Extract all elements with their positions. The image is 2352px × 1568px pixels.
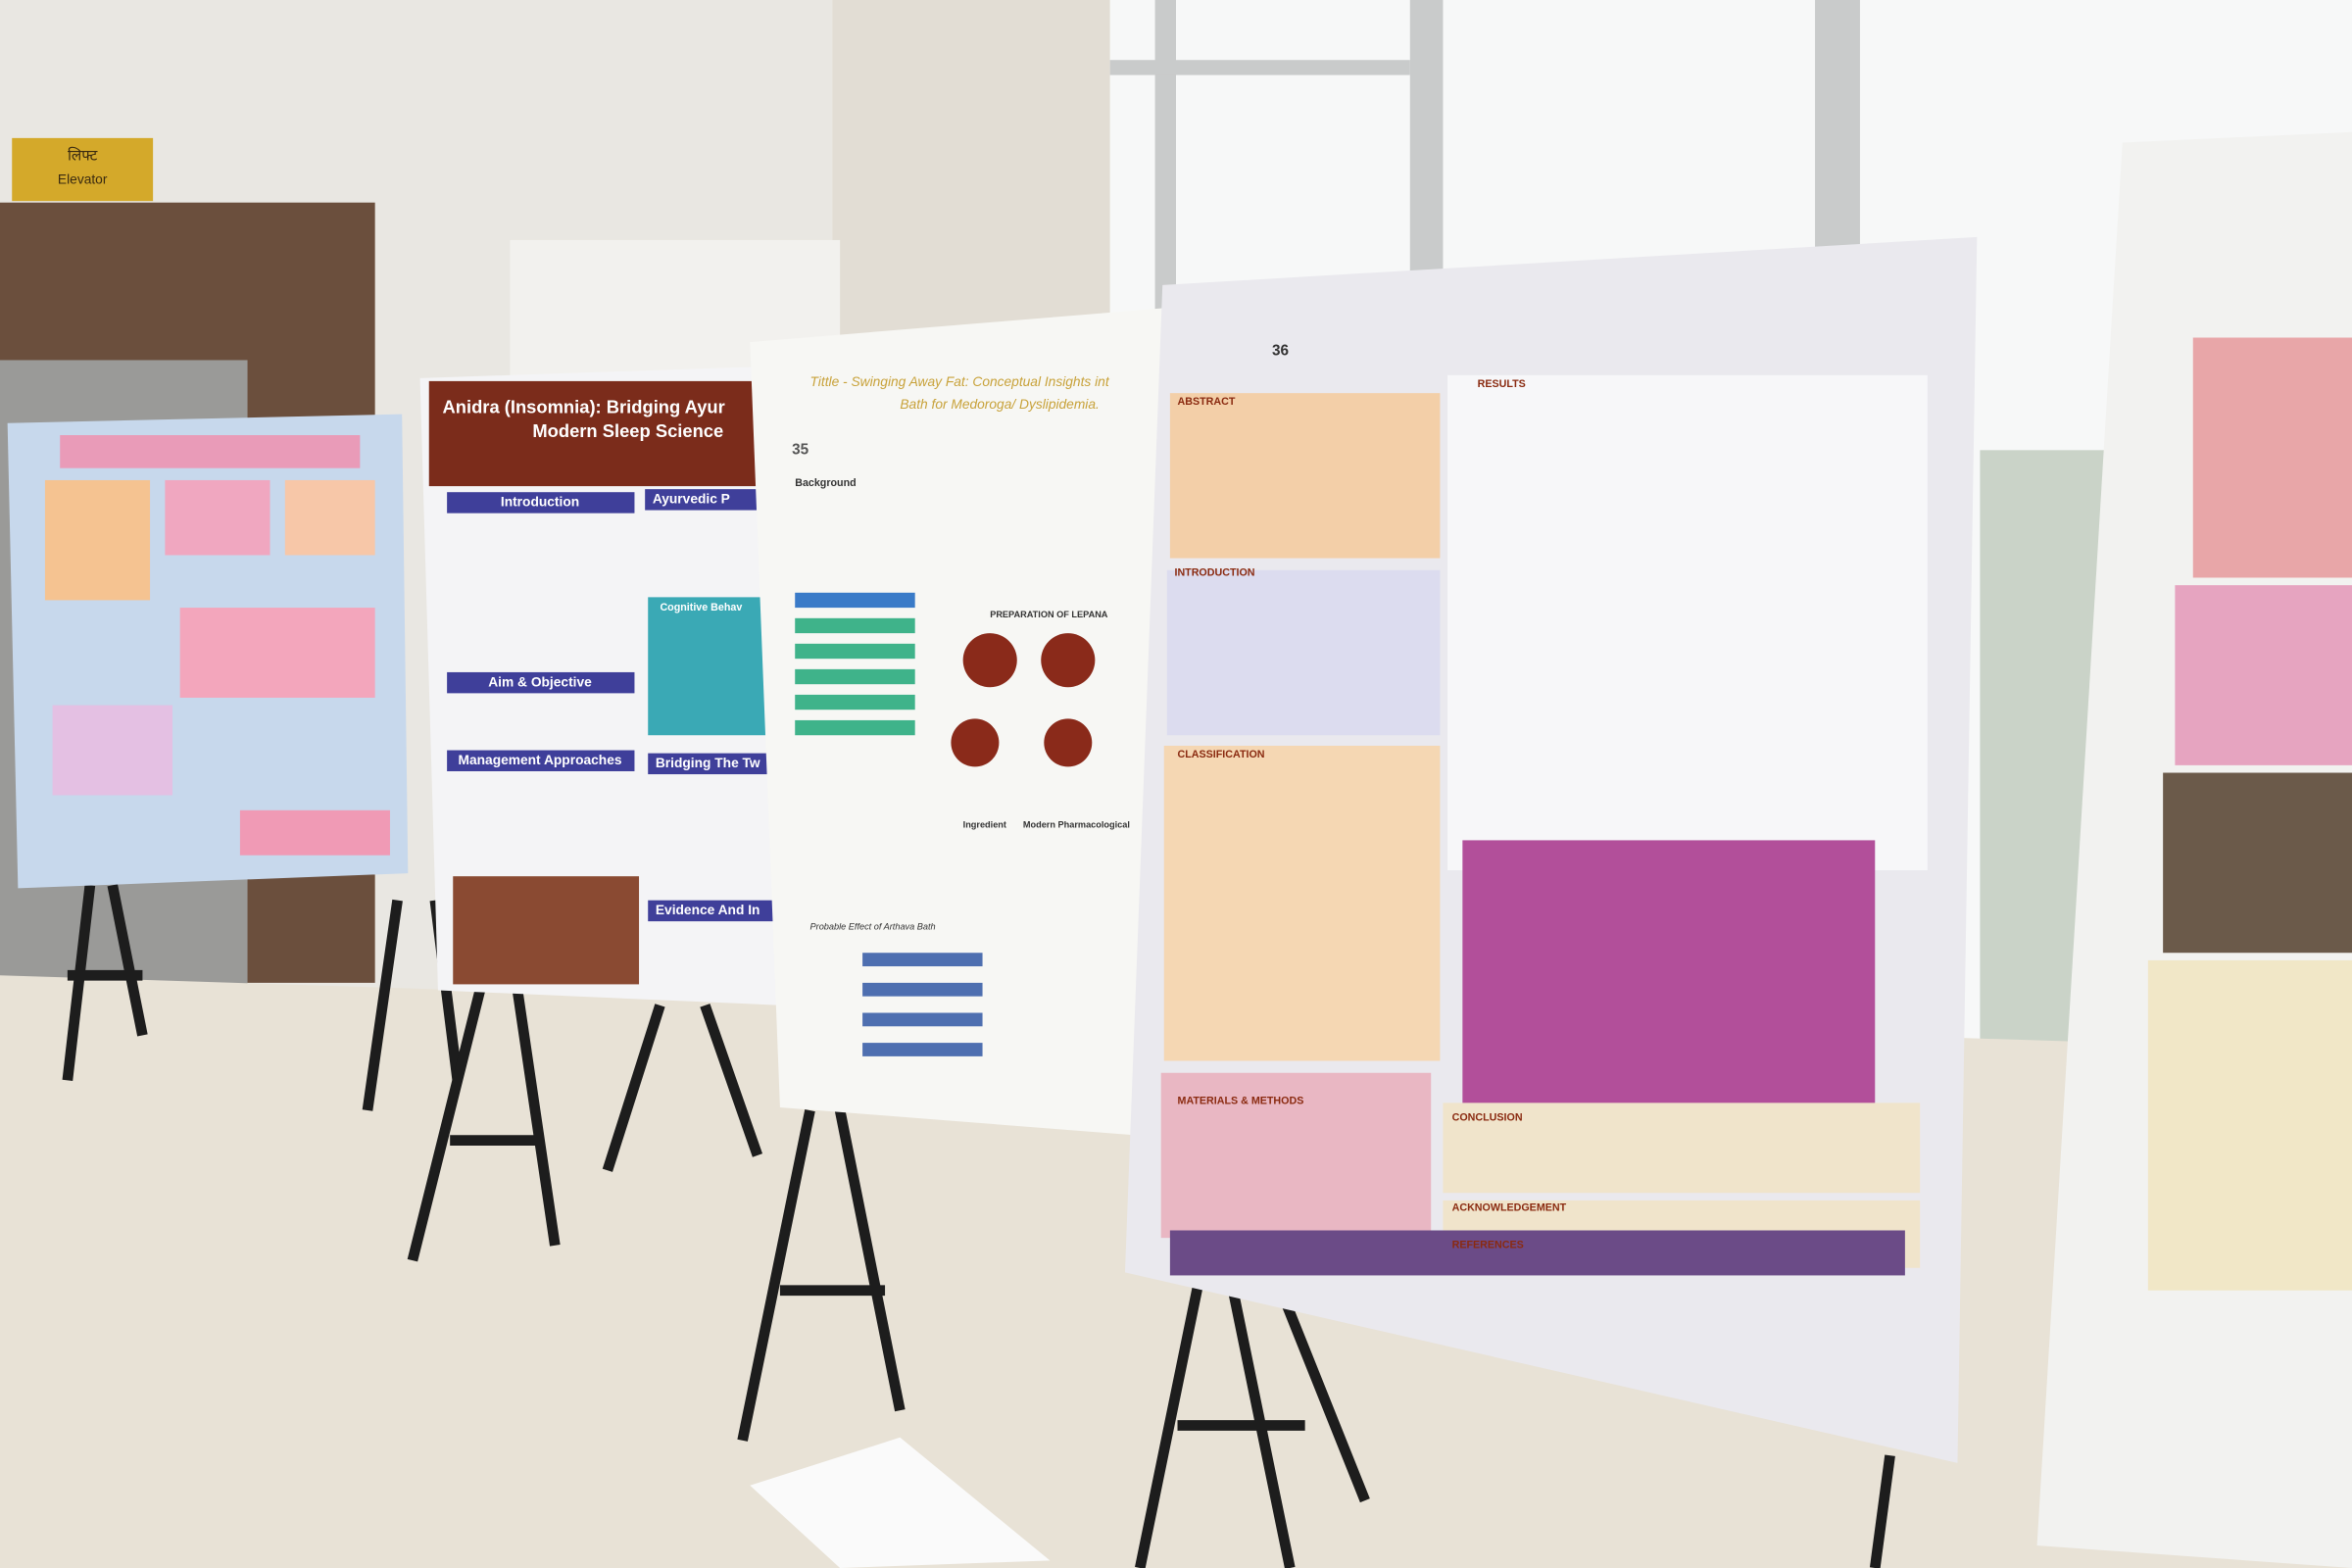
poster-title: Modern Sleep Science bbox=[532, 420, 723, 441]
poster-title: Bath for Medoroga/ Dyslipidemia. bbox=[900, 397, 1099, 412]
poster-3 bbox=[750, 307, 1170, 1138]
poster-5-panel bbox=[2192, 337, 2352, 578]
poster-3-flow bbox=[862, 953, 983, 1056]
section-heading: Evidence And In bbox=[656, 903, 760, 917]
poster-1-blocks bbox=[44, 479, 390, 856]
section-heading: Introduction bbox=[501, 495, 579, 510]
poster-5-panel bbox=[2163, 772, 2352, 954]
section-heading: Background bbox=[795, 477, 856, 489]
poster-number: 36 bbox=[1272, 342, 1289, 359]
section-heading: INTRODUCTION bbox=[1174, 567, 1254, 579]
section-heading: CLASSIFICATION bbox=[1178, 749, 1265, 760]
section-heading: MATERIALS & METHODS bbox=[1178, 1096, 1304, 1107]
poster-title: Tittle - Swinging Away Fat: Conceptual I… bbox=[810, 374, 1110, 389]
section-heading: Modern Pharmacological bbox=[1023, 820, 1130, 830]
section-heading: RESULTS bbox=[1478, 378, 1526, 390]
poster-3-list bbox=[795, 592, 915, 736]
section-heading: Bridging The Tw bbox=[656, 756, 760, 770]
section-heading: CONCLUSION bbox=[1452, 1111, 1523, 1123]
poster-4-panels bbox=[1160, 374, 1928, 1276]
poster-5-panel bbox=[2175, 585, 2352, 765]
section-heading: Cognitive Behav bbox=[660, 602, 742, 613]
poster-3-photos bbox=[951, 633, 1096, 767]
sign-hindi: लिफ्ट bbox=[68, 146, 98, 164]
poster-2-header bbox=[428, 380, 783, 487]
section-heading: Management Approaches bbox=[459, 753, 622, 767]
section-heading: Ingredient bbox=[963, 820, 1006, 830]
section-heading: REFERENCES bbox=[1452, 1240, 1524, 1251]
elevator-sign bbox=[12, 137, 154, 202]
section-heading: PREPARATION OF LEPANA bbox=[990, 610, 1108, 619]
section-heading: Aim & Objective bbox=[488, 674, 592, 689]
sign-english: Elevator bbox=[58, 172, 108, 186]
poster-5-panel bbox=[2147, 959, 2352, 1291]
section-heading: ABSTRACT bbox=[1178, 396, 1236, 408]
section-heading: ACKNOWLEDGEMENT bbox=[1452, 1201, 1567, 1213]
section-heading: Ayurvedic P bbox=[653, 491, 730, 506]
poster-number: 35 bbox=[792, 441, 809, 458]
section-heading: Probable Effect of Arthava Bath bbox=[810, 922, 936, 932]
paper-on-floor bbox=[750, 1437, 1051, 1568]
poster-1-banner bbox=[60, 435, 361, 468]
poster-title: Anidra (Insomnia): Bridging Ayur bbox=[443, 396, 725, 416]
